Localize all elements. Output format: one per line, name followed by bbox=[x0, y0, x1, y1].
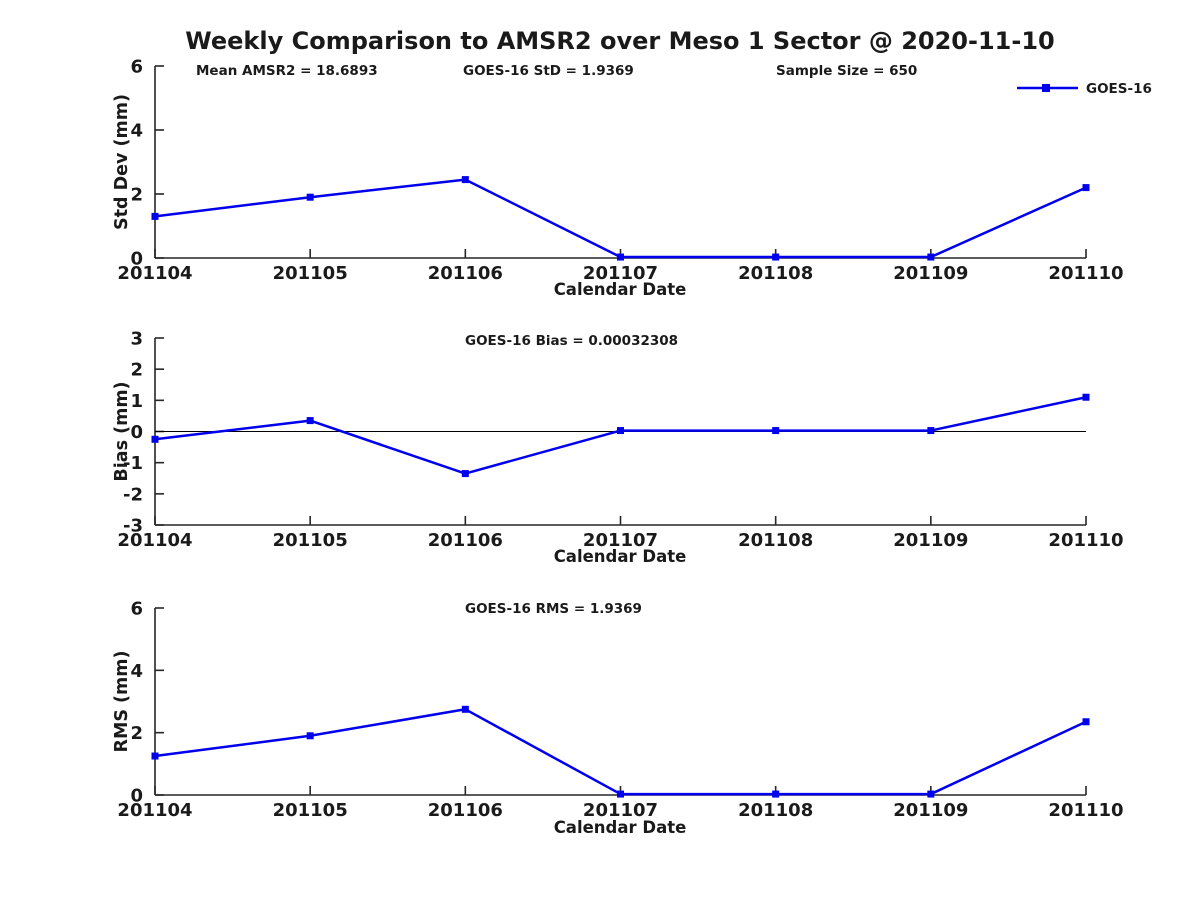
annotation-goes16-std: GOES-16 StD = 1.9369 bbox=[463, 63, 634, 79]
y-tick-label: 6 bbox=[130, 57, 143, 78]
annotation-goes16-rms: GOES-16 RMS = 1.9369 bbox=[465, 601, 642, 617]
subplot-rms: GOES-16 RMS = 1.9369 RMS (mm) Calendar D… bbox=[112, 599, 1124, 838]
data-point-marker bbox=[927, 427, 935, 435]
data-point-marker bbox=[461, 176, 469, 184]
data-line bbox=[154, 178, 1087, 259]
data-point-marker bbox=[772, 790, 780, 798]
x-tick-label: 201105 bbox=[273, 800, 348, 821]
x-tick-label: 201109 bbox=[893, 263, 968, 284]
x-tick-label: 201110 bbox=[1048, 530, 1123, 551]
y-tick-label: 6 bbox=[130, 599, 143, 620]
data-point-marker bbox=[151, 435, 159, 443]
data-point-marker bbox=[617, 253, 624, 261]
y-axis-label-bias: Bias (mm) bbox=[112, 381, 132, 481]
data-line bbox=[154, 708, 1087, 796]
x-tick-label: 201105 bbox=[273, 530, 348, 551]
annotation-goes16-bias: GOES-16 Bias = 0.00032308 bbox=[465, 333, 678, 349]
y-tick-label: 0 bbox=[130, 422, 143, 443]
x-tick-label: 201110 bbox=[1048, 800, 1123, 821]
y-axis-label-rms: RMS (mm) bbox=[112, 650, 132, 752]
data-point-marker bbox=[151, 212, 159, 220]
y-tick-label: 2 bbox=[130, 185, 143, 206]
y-tick-label: 1 bbox=[130, 391, 143, 412]
y-tick-label: 0 bbox=[130, 249, 143, 270]
annotation-mean-amsr2: Mean AMSR2 = 18.6893 bbox=[196, 63, 378, 79]
y-axis-label-stddev: Std Dev (mm) bbox=[112, 94, 132, 230]
x-tick-label: 201108 bbox=[738, 530, 813, 551]
x-tick-label: 201107 bbox=[583, 800, 658, 821]
y-tick-label: 4 bbox=[130, 661, 143, 682]
subplot-stddev: Mean AMSR2 = 18.6893 GOES-16 StD = 1.936… bbox=[112, 57, 1152, 300]
x-tick-label: 201104 bbox=[117, 530, 192, 551]
subplot-bias: GOES-16 Bias = 0.00032308 Bias (mm) Cale… bbox=[112, 329, 1124, 567]
x-tick-label: 201105 bbox=[273, 263, 348, 284]
annotation-sample-size: Sample Size = 650 bbox=[776, 63, 917, 79]
data-point-marker bbox=[1082, 393, 1090, 401]
x-axis-label-calendar-date: Calendar Date bbox=[554, 547, 687, 566]
data-point-marker bbox=[306, 732, 314, 740]
data-line bbox=[154, 395, 1087, 475]
x-axis-label-calendar-date: Calendar Date bbox=[554, 818, 687, 837]
x-tick-label: 201106 bbox=[428, 263, 503, 284]
y-tick-label: 4 bbox=[130, 121, 143, 142]
legend-label: GOES-16 bbox=[1086, 81, 1152, 97]
x-axis-label-calendar-date: Calendar Date bbox=[554, 280, 687, 299]
data-point-marker bbox=[927, 253, 935, 261]
legend: GOES-16 bbox=[1017, 81, 1152, 97]
data-point-marker bbox=[1082, 184, 1090, 192]
figure-title: Weekly Comparison to AMSR2 over Meso 1 S… bbox=[185, 27, 1054, 55]
x-tick-label: 201107 bbox=[583, 263, 658, 284]
x-tick-label: 201108 bbox=[738, 263, 813, 284]
x-tick-label: 201104 bbox=[117, 800, 192, 821]
y-tick-label: -3 bbox=[123, 516, 143, 537]
y-tick-label: 2 bbox=[130, 723, 143, 744]
x-tick-label: 201108 bbox=[738, 800, 813, 821]
data-point-marker bbox=[772, 427, 780, 435]
data-point-marker bbox=[461, 705, 469, 713]
x-tick-label: 201110 bbox=[1048, 263, 1123, 284]
x-tick-label: 201106 bbox=[428, 530, 503, 551]
data-point-marker bbox=[1082, 718, 1090, 726]
x-tick-label: 201109 bbox=[893, 530, 968, 551]
y-tick-label: 2 bbox=[130, 360, 143, 381]
x-tick-label: 201107 bbox=[583, 530, 658, 551]
data-point-marker bbox=[617, 427, 624, 435]
y-tick-label: -2 bbox=[123, 484, 143, 505]
y-tick-label: 0 bbox=[130, 786, 143, 807]
data-point-marker bbox=[151, 752, 159, 760]
legend-marker-icon bbox=[1042, 84, 1050, 92]
data-point-marker bbox=[306, 193, 314, 201]
data-point-marker bbox=[617, 790, 624, 798]
data-point-marker bbox=[772, 253, 780, 261]
data-point-marker bbox=[927, 790, 935, 798]
x-tick-label: 201104 bbox=[117, 263, 192, 284]
y-tick-label: 3 bbox=[130, 329, 143, 350]
y-tick-label: -1 bbox=[123, 453, 143, 474]
x-tick-label: 201106 bbox=[428, 800, 503, 821]
data-point-marker bbox=[461, 470, 469, 478]
x-tick-label: 201109 bbox=[893, 800, 968, 821]
data-point-marker bbox=[306, 417, 314, 425]
